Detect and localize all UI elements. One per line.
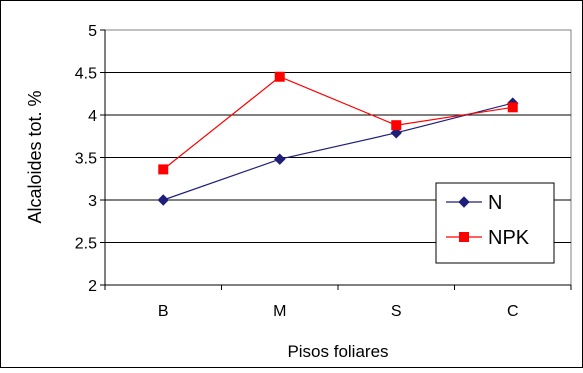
series-group — [157, 71, 519, 206]
legend-marker-npk — [459, 232, 469, 242]
y-tick-label: 3 — [88, 193, 97, 210]
series-line-npk — [162, 76, 513, 170]
series-line-n — [163, 102, 513, 201]
y-tick-label: 2.5 — [75, 236, 97, 253]
y-tick-label: 3.5 — [75, 151, 97, 168]
axes: 2 2.5 3 3.5 4 4.5 5 B M S C — [75, 23, 572, 320]
data-point-n — [390, 127, 402, 139]
y-tick-label: 4.5 — [75, 66, 97, 83]
legend-label: NPK — [488, 227, 530, 249]
x-tick-label: C — [507, 303, 519, 320]
data-point-npk — [274, 71, 285, 82]
data-point-npk — [158, 164, 169, 175]
x-axis-title: Pisos foliares — [287, 342, 388, 361]
data-point-n — [274, 153, 286, 165]
x-tick-label: B — [158, 303, 169, 320]
y-tick-label: 4 — [88, 108, 97, 125]
legend-box — [435, 182, 555, 264]
data-point-npk — [391, 120, 402, 131]
y-tick-label: 2 — [88, 278, 97, 295]
legend: N NPK — [435, 182, 555, 264]
x-tick-label: M — [273, 303, 286, 320]
data-point-npk — [507, 102, 518, 113]
legend-marker-n — [458, 196, 470, 208]
data-point-n — [157, 194, 169, 206]
gridlines — [105, 72, 571, 243]
legend-label: N — [488, 192, 502, 214]
y-axis-title: Alcaloides tot. % — [25, 90, 45, 223]
x-tick-label: S — [391, 303, 402, 320]
y-tick-label: 5 — [88, 23, 97, 40]
